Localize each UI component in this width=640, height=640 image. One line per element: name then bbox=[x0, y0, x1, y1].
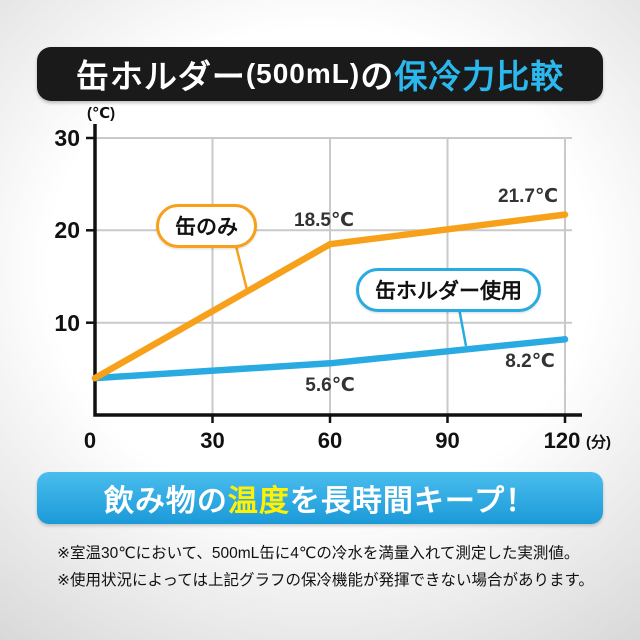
y-tick-20: 20 bbox=[54, 217, 80, 243]
x-tick-120: 120 bbox=[544, 428, 581, 453]
x-tick-60: 60 bbox=[318, 428, 342, 453]
point-label-orange-60: 18.5℃ bbox=[294, 210, 354, 231]
point-label-orange-120: 21.7℃ bbox=[498, 186, 558, 207]
banner-text-pre: 飲み物の bbox=[103, 485, 228, 518]
legend-label-with-holder: 缶ホルダー使用 bbox=[375, 280, 522, 303]
banner-text-highlight: 温度 bbox=[227, 485, 290, 518]
legend-bubble-can-only: 缶のみ bbox=[156, 204, 257, 248]
origin-label: 0 bbox=[84, 428, 96, 453]
chart-canvas: (℃) (分) 30 20 10 0 30 60 90 120 18.5℃ 21… bbox=[54, 105, 611, 453]
title-highlight: 保冷力比較 bbox=[394, 58, 565, 95]
footnotes: ※室温30℃において、500mL缶に4℃の冷水を満量入れて測定した実測値。 ※使… bbox=[57, 540, 594, 594]
leader-with-holder bbox=[457, 307, 468, 347]
banner-text-post: を長時間キープ！ bbox=[289, 485, 537, 518]
key-message-banner: 飲み物の 温度 を長時間キープ！ bbox=[37, 472, 603, 524]
series-line-can-only bbox=[91, 211, 569, 382]
axis-ticks bbox=[86, 136, 567, 423]
line-chart: (℃) (分) 30 20 10 0 30 60 90 120 18.5℃ 21… bbox=[0, 100, 640, 465]
x-tick-30: 30 bbox=[200, 428, 224, 453]
title-volume: (500mL) bbox=[245, 58, 361, 89]
title-main: 缶ホルダー bbox=[75, 58, 246, 95]
x-tick-90: 90 bbox=[435, 428, 459, 453]
y-tick-30: 30 bbox=[54, 125, 80, 151]
axes bbox=[93, 124, 582, 417]
leader-can-only bbox=[234, 245, 249, 291]
footnote-2: ※使用状況によっては上記グラフの保冷機能が発揮できない場合があります。 bbox=[57, 572, 594, 590]
y-tick-10: 10 bbox=[54, 310, 80, 336]
title-particle: の bbox=[360, 58, 395, 95]
legend-label-can-only: 缶のみ bbox=[175, 216, 238, 239]
series-line-with-holder bbox=[91, 336, 569, 382]
footnote-1: ※室温30℃において、500mL缶に4℃の冷水を満量入れて測定した実測値。 bbox=[57, 545, 580, 562]
point-label-blue-60: 5.6℃ bbox=[305, 375, 354, 396]
legend-bubble-with-holder: 缶ホルダー使用 bbox=[356, 268, 541, 312]
x-unit-label: (分) bbox=[586, 434, 611, 451]
title-banner: 缶ホルダー (500mL) の保冷力比較 bbox=[37, 47, 603, 101]
y-unit-label: (℃) bbox=[87, 105, 115, 122]
point-label-blue-120: 8.2℃ bbox=[505, 351, 554, 372]
